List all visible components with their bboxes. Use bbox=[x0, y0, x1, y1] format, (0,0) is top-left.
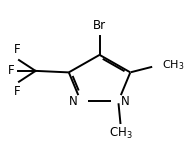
Text: N: N bbox=[69, 95, 78, 108]
Text: F: F bbox=[14, 85, 21, 98]
Text: Br: Br bbox=[93, 19, 106, 33]
Text: CH$_3$: CH$_3$ bbox=[162, 58, 184, 72]
Text: N: N bbox=[121, 95, 130, 108]
Text: F: F bbox=[14, 44, 21, 57]
Text: F: F bbox=[8, 64, 14, 77]
Text: CH$_3$: CH$_3$ bbox=[108, 126, 132, 141]
